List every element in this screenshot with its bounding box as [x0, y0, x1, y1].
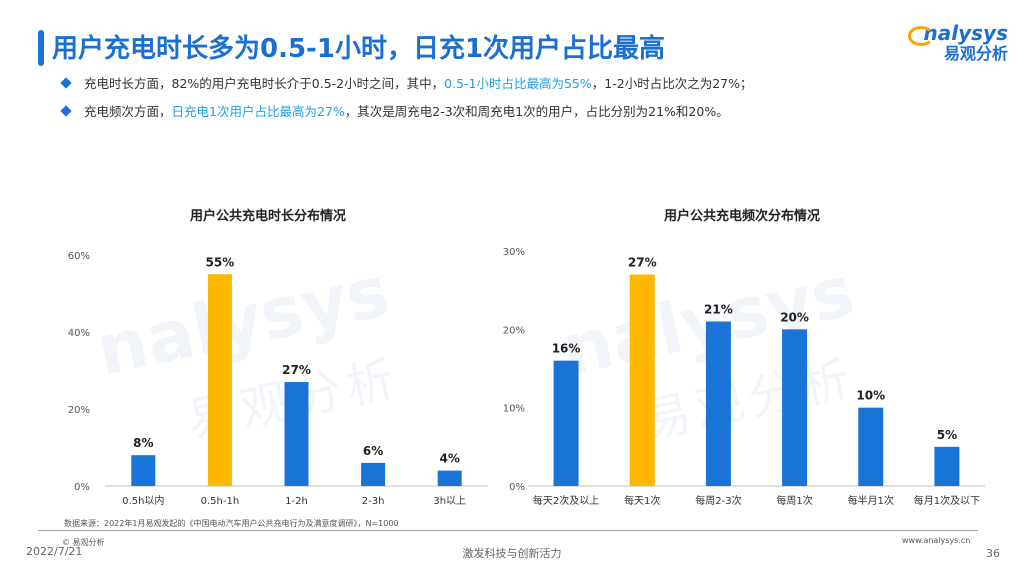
chart-title-frequency: 用户公共充电频次分布情况 [664, 209, 821, 224]
bullet-highlight: 0.5-1小时占比最高为55% [444, 76, 592, 91]
page-title: 用户充电时长多为0.5-1小时，日充1次用户占比最高 [52, 34, 666, 64]
data-label: 27% [282, 363, 311, 377]
footer-date: 2022/7/21 [26, 545, 83, 558]
data-label: 5% [937, 428, 957, 442]
data-label: 10% [856, 389, 885, 403]
bar [207, 274, 232, 486]
footer-url: www.analysys.cn [902, 536, 971, 545]
chart-title-duration: 用户公共充电时长分布情况 [190, 209, 347, 224]
data-label: 27% [628, 256, 657, 270]
bullet-highlight: 日充电1次用户占比最高为27% [171, 104, 345, 119]
data-label: 16% [552, 342, 581, 356]
bar [284, 382, 309, 486]
x-tick-label: 0.5h-1h [201, 496, 240, 507]
y-tick-label: 0% [74, 482, 90, 493]
data-source: 数据来源：2022年1月易观发起的《中国电动汽车用户公共充电行为及满意度调研》，… [64, 519, 399, 528]
data-label: 21% [704, 303, 733, 317]
x-tick-label: 每半月1次 [848, 494, 894, 507]
summary-bullets: 充电时长方面，82%的用户充电时长介于0.5-2小时之间，其中，0.5-1小时占… [60, 74, 753, 130]
bar [858, 407, 884, 486]
bar [553, 360, 579, 486]
analysys-logo: nalysys 易观分析 [908, 22, 1008, 64]
data-label: 4% [440, 452, 460, 466]
footer-copyright: © 易观分析 [62, 538, 105, 547]
bullet-frequency: 充电频次方面，日充电1次用户占比最高为27%，其次是周充电2-3次和周充电1次的… [60, 102, 752, 130]
x-tick-label: 2-3h [362, 496, 385, 507]
bar [934, 446, 960, 486]
y-tick-label: 20% [503, 325, 525, 336]
title-accent-bar [38, 30, 44, 66]
logo-text-en: nalysys [923, 21, 1008, 45]
x-tick-label: 每周1次 [776, 494, 812, 507]
data-label: 8% [133, 436, 153, 450]
y-tick-label: 10% [503, 404, 525, 415]
logo-arc-icon [908, 26, 934, 46]
bar [131, 455, 156, 486]
y-tick-label: 60% [68, 251, 90, 262]
bar [437, 470, 462, 486]
y-tick-label: 30% [503, 247, 525, 258]
page-number: 36 [986, 547, 1000, 560]
y-tick-label: 0% [509, 482, 525, 493]
x-tick-label: 每周2-3次 [695, 494, 741, 507]
bullet-duration: 充电时长方面，82%的用户充电时长介于0.5-2小时之间，其中，0.5-1小时占… [60, 74, 753, 102]
bullet-text: 充电频次方面， [84, 104, 172, 119]
data-label: 55% [206, 255, 235, 269]
footer-divider [38, 530, 978, 531]
data-label: 6% [363, 444, 383, 458]
x-tick-label: 0.5h以内 [122, 494, 164, 507]
x-tick-label: 每月1次及以下 [914, 494, 980, 507]
x-tick-label: 1-2h [285, 496, 308, 507]
bullet-text: ，1-2小时占比次之为27%； [591, 76, 753, 91]
y-tick-label: 40% [68, 328, 90, 339]
bar [629, 274, 655, 486]
bar [782, 329, 808, 486]
logo-text-cn: 易观分析 [943, 44, 1008, 63]
x-tick-label: 每天1次 [624, 494, 660, 507]
bar [705, 321, 731, 486]
x-tick-label: 每天2次及以上 [533, 494, 599, 507]
bar [361, 462, 386, 486]
data-label: 20% [780, 310, 809, 324]
bullet-text: 充电时长方面，82%的用户充电时长介于0.5-2小时之间，其中， [84, 76, 445, 91]
footer-slogan: 激发科技与创新活力 [462, 547, 562, 560]
bullet-text: ，其次是周充电2-3次和周充电1次的用户，占比分别为21%和20%。 [344, 104, 729, 119]
x-tick-label: 3h以上 [433, 495, 466, 507]
y-tick-label: 20% [68, 405, 90, 416]
